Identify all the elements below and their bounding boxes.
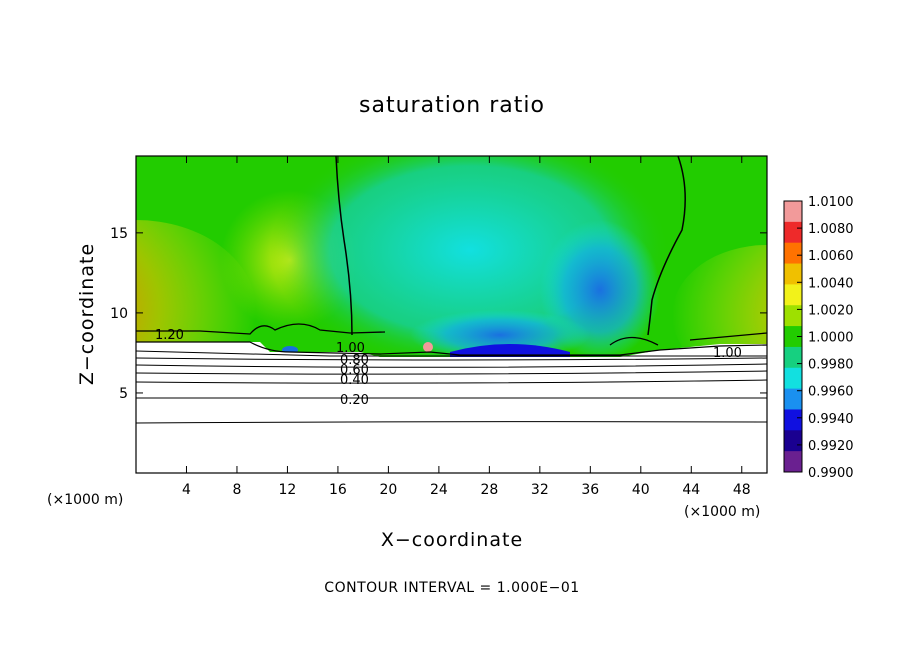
contour-label: 0.20 [340,393,369,408]
colorbar-tick-label: 0.9920 [808,439,854,454]
x-units-label-right: (×1000 m) [684,504,760,520]
colorbar-swatch [784,284,802,306]
y-axis-label: Z−coordinate [76,243,98,385]
contour-label: 0.40 [340,373,369,388]
colorbar: 1.0100 1.0080 1.0060 1.0040 1.0020 1.0000 0.99… [783,195,854,481]
y-axis: 5 10 15 [110,226,767,402]
x-tick-label: 48 [733,482,751,498]
colorbar-swatch [784,263,802,285]
colorbar-tick-label: 1.0020 [808,303,854,318]
x-tick-label: 36 [581,482,599,498]
x-units-label-left: (×1000 m) [47,492,123,508]
x-tick-label: 32 [531,482,549,498]
colorbar-swatch [784,201,802,223]
contour-interval-note: CONTOUR INTERVAL = 1.000E−01 [324,580,579,596]
colorbar-swatch [784,430,802,452]
y-tick-label: 5 [119,386,128,402]
x-tick-label: 20 [379,482,397,498]
contour-line [136,379,767,384]
colorbar-swatch [784,451,802,473]
colorbar-swatch [784,305,802,327]
colorbar-swatch [784,242,802,265]
contour-label: 1.00 [713,346,742,361]
x-tick-label: 16 [329,482,347,498]
colorbar-tick-label: 1.0000 [808,331,854,346]
colorbar-tick-label: 1.0080 [808,222,854,237]
colorbar-swatch [784,326,802,348]
contour-line [136,357,767,361]
heatmap-field: 1.20 1.00 0.80 0.60 0.40 0.20 1.00 [136,156,767,473]
x-tick-label: 8 [232,482,241,498]
colorbar-tick-label: 1.0060 [808,249,854,264]
x-tick-label: 4 [182,482,191,498]
coldest-band [450,344,570,357]
contour-line [136,421,767,424]
y-tick-label: 15 [110,226,128,242]
colorbar-tick-label: 0.9900 [808,466,854,481]
chart-title: saturation ratio [359,93,545,118]
colorbar-swatch [784,409,802,431]
x-tick-label: 24 [430,482,448,498]
contour-line [609,332,767,346]
x-tick-label: 28 [480,482,498,498]
contour-line [136,370,767,375]
x-tick-label: 12 [279,482,297,498]
colorbar-swatch [784,346,802,369]
colorbar-tick-label: 1.0100 [808,195,854,210]
contoured-zone [136,342,767,473]
x-axis-label: X−coordinate [381,529,523,551]
contour-line [335,156,353,336]
colorbar-tick-label: 1.0040 [808,276,854,291]
colorbar-swatch [784,367,802,390]
colorbar-tick-label: 0.9980 [808,358,854,373]
colorbar-swatch [784,221,802,244]
y-tick-label: 10 [110,306,128,322]
colorbar-tick-label: 0.9960 [808,385,854,400]
contour-label: 0.80 [340,353,369,368]
x-axis: 4 8 12 16 20 24 28 32 36 40 44 48 [182,156,751,498]
colorbar-tick-label: 0.9940 [808,412,854,427]
plot-frame [135,155,768,474]
contour-line [136,323,386,335]
contour-label: 0.60 [340,363,369,378]
contour-line [136,350,767,357]
contour-line [136,363,767,368]
contour-label: 1.20 [155,328,184,343]
x-tick-label: 44 [682,482,700,498]
x-tick-label: 40 [632,482,650,498]
warm-patch [423,342,433,352]
contour-label: 1.00 [336,341,365,356]
contour-line [136,341,767,356]
contour-line [647,156,686,336]
colorbar-swatch [784,388,802,410]
